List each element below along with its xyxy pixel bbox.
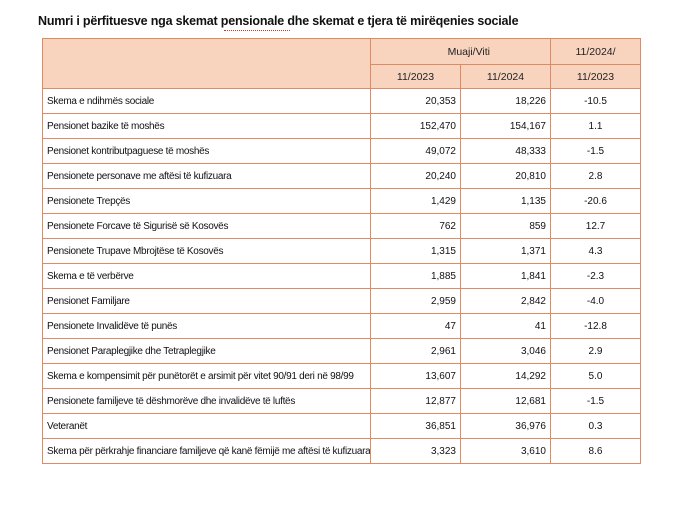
row-label: Pensionete Trupave Mbrojtëse të Kosovës: [42, 238, 371, 264]
header-blank-cell: [42, 38, 371, 89]
value-2023: 47: [370, 313, 461, 339]
header-row-top: Muaji/Viti 11/2024/: [42, 38, 641, 89]
row-label: Pensionet Paraplegjike dhe Tetraplegjike: [42, 338, 371, 364]
row-label: Pensionet Familjare: [42, 288, 371, 314]
change-percent: 4.3: [550, 238, 641, 264]
header-month-year: Muaji/Viti: [370, 38, 551, 65]
value-2024: 48,333: [460, 138, 551, 164]
change-percent: -2.3: [550, 263, 641, 289]
header-col-2024: 11/2024: [460, 64, 551, 89]
page-title: Numri i përfituesve nga skemat pensional…: [38, 14, 519, 28]
spellcheck-underline: [224, 30, 290, 33]
value-2023: 2,961: [370, 338, 461, 364]
change-percent: 8.6: [550, 438, 641, 464]
value-2024: 1,841: [460, 263, 551, 289]
table-row: Pensionete Invalidëve të punës 47 41 -12.8: [42, 313, 641, 339]
change-percent: 0.3: [550, 413, 641, 439]
value-2024: 36,976: [460, 413, 551, 439]
row-label: Pensionete Trepçës: [42, 188, 371, 214]
value-2023: 1,885: [370, 263, 461, 289]
change-percent: -12.8: [550, 313, 641, 339]
header-change-top: 11/2024/: [550, 38, 641, 65]
table-row: Skema e të verbërve 1,885 1,841 -2.3: [42, 263, 641, 289]
change-percent: -4.0: [550, 288, 641, 314]
value-2024: 18,226: [460, 88, 551, 114]
value-2024: 1,371: [460, 238, 551, 264]
table-row: Veteranët 36,851 36,976 0.3: [42, 413, 641, 439]
table-row: Pensionete familjeve të dëshmorëve dhe i…: [42, 388, 641, 414]
row-label: Pensionet kontributpaguese të moshës: [42, 138, 371, 164]
change-percent: 12.7: [550, 213, 641, 239]
value-2023: 2,959: [370, 288, 461, 314]
value-2024: 1,135: [460, 188, 551, 214]
table-row: Pensionete Trepçës 1,429 1,135 -20.6: [42, 188, 641, 214]
row-label: Pensionete Forcave të Sigurisë së Kosovë…: [42, 213, 371, 239]
change-percent: 1.1: [550, 113, 641, 139]
value-2024: 14,292: [460, 363, 551, 389]
value-2023: 49,072: [370, 138, 461, 164]
table-row: Pensionete Forcave të Sigurisë së Kosovë…: [42, 213, 641, 239]
value-2024: 41: [460, 313, 551, 339]
value-2024: 3,610: [460, 438, 551, 464]
change-percent: -10.5: [550, 88, 641, 114]
value-2023: 762: [370, 213, 461, 239]
value-2024: 3,046: [460, 338, 551, 364]
change-percent: 2.8: [550, 163, 641, 189]
header-col-2023: 11/2023: [370, 64, 461, 89]
value-2023: 152,470: [370, 113, 461, 139]
header-change-bottom: 11/2023: [550, 64, 641, 89]
value-2023: 12,877: [370, 388, 461, 414]
table-row: Pensionete personave me aftësi të kufizu…: [42, 163, 641, 189]
value-2024: 154,167: [460, 113, 551, 139]
header-row-bottom: 11/2023 11/2024 11/2023: [43, 64, 641, 89]
table-row: Pensionete Trupave Mbrojtëse të Kosovës 1…: [42, 238, 641, 264]
value-2023: 13,607: [370, 363, 461, 389]
value-2023: 36,851: [370, 413, 461, 439]
table-row: Skema për përkrahje financiare familjeve…: [42, 438, 641, 464]
beneficiaries-table: Muaji/Viti 11/2024/ 11/2023 11/2024 11/2…: [42, 38, 641, 464]
row-label: Skema për përkrahje financiare familjeve…: [42, 438, 371, 464]
value-2024: 20,810: [460, 163, 551, 189]
table-row: Pensionet bazike të moshës 152,470 154,167…: [42, 113, 641, 139]
table-body: Skema e ndihmës sociale 20,353 18,226 -10.5…: [42, 88, 641, 464]
row-label: Pensionete personave me aftësi të kufizu…: [42, 163, 371, 189]
value-2023: 20,240: [370, 163, 461, 189]
row-label: Pensionete familjeve të dëshmorëve dhe i…: [42, 388, 371, 414]
value-2024: 2,842: [460, 288, 551, 314]
value-2024: 12,681: [460, 388, 551, 414]
table-row: Pensionet Paraplegjike dhe Tetraplegjike…: [42, 338, 641, 364]
table-row: Pensionet Familjare 2,959 2,842 -4.0: [42, 288, 641, 314]
change-percent: -20.6: [550, 188, 641, 214]
row-label: Skema e të verbërve: [42, 263, 371, 289]
value-2024: 859: [460, 213, 551, 239]
row-label: Veteranët: [42, 413, 371, 439]
value-2023: 1,429: [370, 188, 461, 214]
change-percent: 5.0: [550, 363, 641, 389]
value-2023: 3,323: [370, 438, 461, 464]
change-percent: -1.5: [550, 138, 641, 164]
table-row: Pensionet kontributpaguese të moshës 49,0…: [42, 138, 641, 164]
row-label: Skema e ndihmës sociale: [42, 88, 371, 114]
row-label: Pensionete Invalidëve të punës: [42, 313, 371, 339]
value-2023: 1,315: [370, 238, 461, 264]
row-label: Pensionet bazike të moshës: [42, 113, 371, 139]
value-2023: 20,353: [370, 88, 461, 114]
row-label: Skema e kompensimit për punëtorët e arsi…: [42, 363, 371, 389]
table-row: Skema e kompensimit për punëtorët e arsi…: [42, 363, 641, 389]
change-percent: 2.9: [550, 338, 641, 364]
table-row: Skema e ndihmës sociale 20,353 18,226 -10.5: [42, 88, 641, 114]
change-percent: -1.5: [550, 388, 641, 414]
